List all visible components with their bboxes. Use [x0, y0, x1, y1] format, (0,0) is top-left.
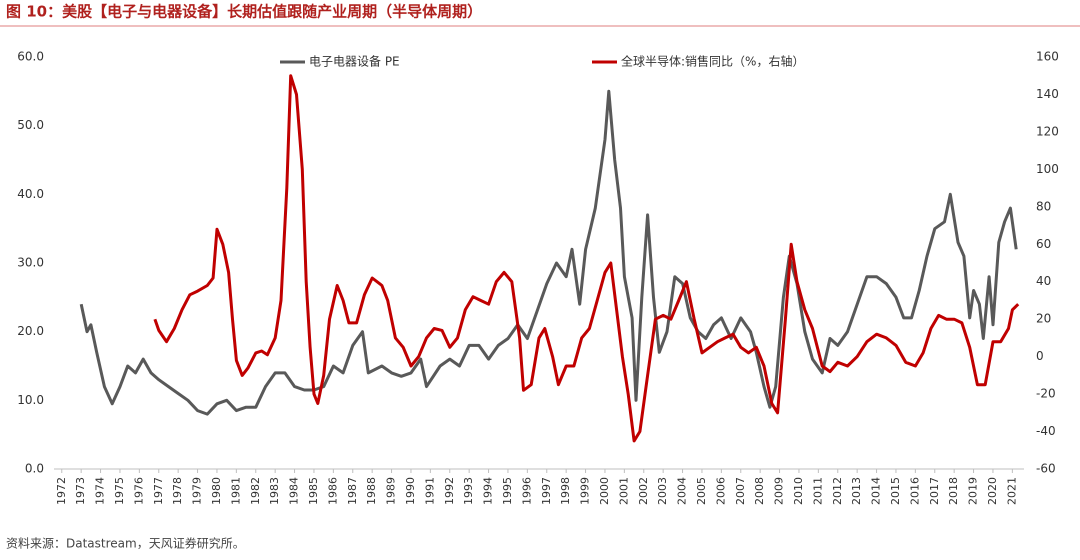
y-tick-label: 10.0	[17, 393, 44, 407]
y-tick-label: 50.0	[17, 118, 44, 132]
y-tick-label: 60.0	[17, 50, 44, 64]
x-tick-label: 2007	[734, 477, 747, 505]
y2-tick-label: 140	[1036, 87, 1059, 101]
x-tick-label: 2014	[870, 477, 883, 505]
x-tick-label: 1984	[288, 477, 301, 505]
x-tick-label: 1999	[579, 477, 592, 505]
x-tick-label: 2001	[617, 477, 630, 505]
x-tick-label: 1996	[520, 477, 533, 505]
x-tick-label: 1990	[404, 477, 417, 505]
x-tick-label: 1982	[249, 477, 262, 505]
x-tick-label: 1997	[540, 477, 553, 505]
y2-tick-label: -20	[1036, 387, 1056, 401]
x-tick-label: 1975	[113, 477, 126, 505]
x-tick-label: 2010	[792, 477, 805, 505]
x-tick-label: 1994	[482, 477, 495, 505]
x-tick-label: 1972	[55, 477, 68, 505]
x-tick-label: 1974	[94, 477, 107, 505]
x-tick-label: 1998	[559, 477, 572, 505]
y-tick-label: 20.0	[17, 324, 44, 338]
y-tick-label: 0.0	[25, 462, 44, 476]
legend-label: 电子电器设备 PE	[309, 55, 400, 69]
x-tick-label: 2005	[695, 477, 708, 505]
x-tick-label: 2016	[908, 477, 921, 505]
x-tick-label: 1991	[423, 477, 436, 505]
y2-tick-label: 40	[1036, 274, 1051, 288]
x-tick-label: 1973	[74, 477, 87, 505]
x-tick-label: 2002	[637, 477, 650, 505]
x-tick-label: 1983	[268, 477, 281, 505]
x-tick-label: 2004	[676, 477, 689, 505]
x-tick-label: 2019	[967, 477, 980, 505]
y2-tick-label: 80	[1036, 199, 1051, 213]
x-tick-label: 2021	[1005, 477, 1018, 505]
x-tick-label: 2018	[947, 477, 960, 505]
series-line	[153, 74, 1020, 443]
x-tick-label: 1979	[191, 477, 204, 505]
series-line	[79, 89, 1018, 416]
y2-tick-label: 0	[1036, 349, 1044, 363]
y2-tick-label: 160	[1036, 50, 1059, 64]
y2-tick-label: -40	[1036, 424, 1056, 438]
y2-tick-label: 60	[1036, 237, 1051, 251]
source-note: 资料来源：Datastream，天风证券研究所。	[6, 536, 245, 551]
x-tick-label: 1978	[171, 477, 184, 505]
y2-tick-label: 100	[1036, 162, 1059, 176]
x-tick-label: 2003	[656, 477, 669, 505]
x-tick-label: 2013	[850, 477, 863, 505]
x-tick-label: 1986	[326, 477, 339, 505]
x-tick-label: 2009	[773, 477, 786, 505]
x-tick-label: 1992	[443, 477, 456, 505]
y2-tick-label: 120	[1036, 124, 1059, 138]
x-tick-label: 1995	[501, 477, 514, 505]
x-tick-label: 2011	[811, 477, 824, 505]
x-tick-label: 1987	[346, 477, 359, 505]
x-tick-label: 1976	[132, 477, 145, 505]
x-tick-label: 1989	[385, 477, 398, 505]
x-tick-label: 1985	[307, 477, 320, 505]
x-tick-label: 1993	[462, 477, 475, 505]
y2-tick-label: -60	[1036, 462, 1056, 476]
y-tick-label: 30.0	[17, 256, 44, 270]
y-tick-label: 40.0	[17, 187, 44, 201]
x-tick-label: 1988	[365, 477, 378, 505]
chart-title: 图 10：美股【电子与电器设备】长期估值跟随产业周期（半导体周期）	[6, 3, 482, 21]
x-tick-label: 1980	[210, 477, 223, 505]
x-tick-label: 1977	[152, 477, 165, 505]
x-tick-label: 2017	[928, 477, 941, 505]
x-tick-label: 2020	[986, 477, 999, 505]
x-tick-label: 2006	[714, 477, 727, 505]
x-tick-label: 2015	[889, 477, 902, 505]
x-tick-label: 1981	[229, 477, 242, 505]
x-tick-label: 2000	[598, 477, 611, 505]
y2-tick-label: 20	[1036, 312, 1051, 326]
x-tick-label: 2008	[753, 477, 766, 505]
legend-label: 全球半导体:销售同比（%，右轴）	[621, 54, 804, 69]
x-tick-label: 2012	[831, 477, 844, 505]
